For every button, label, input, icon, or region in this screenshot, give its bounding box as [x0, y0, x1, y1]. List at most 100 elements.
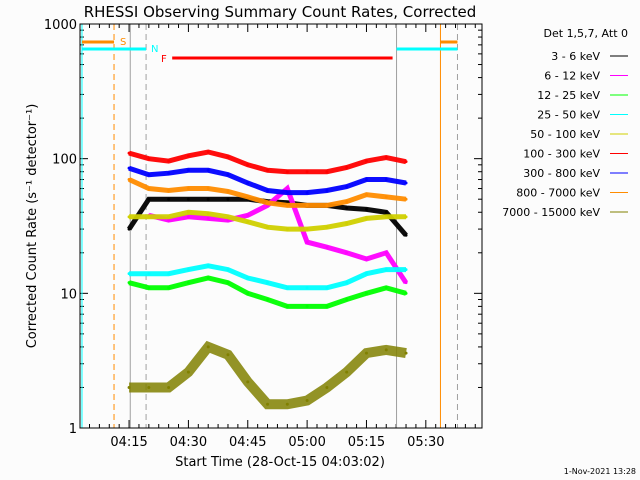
data-point: [127, 281, 131, 285]
x-tick-label: 04:15: [110, 435, 147, 450]
data-point: [186, 210, 190, 214]
data-point: [364, 159, 368, 163]
series-line: [129, 263, 406, 291]
data-point: [345, 165, 349, 169]
data-point: [246, 181, 250, 185]
data-point: [127, 166, 131, 170]
data-point: [226, 173, 230, 177]
data-point: [384, 348, 388, 352]
y-tick-label: 1: [69, 422, 77, 437]
data-point: [127, 151, 131, 155]
legend-label: 800 - 7000 keV: [516, 187, 600, 200]
data-point: [167, 189, 171, 193]
data-point: [325, 203, 329, 207]
legend-label: 6 - 12 keV: [544, 70, 600, 83]
data-point: [345, 222, 349, 226]
data-point: [186, 268, 190, 272]
data-point: [345, 297, 349, 301]
data-point: [404, 181, 408, 185]
data-point: [325, 385, 329, 389]
data-point: [305, 191, 309, 195]
data-point: [384, 210, 388, 214]
data-point: [167, 286, 171, 290]
data-point: [186, 281, 190, 285]
data-point: [246, 276, 250, 280]
data-point: [305, 399, 309, 403]
x-tick-label: 04:30: [170, 435, 207, 450]
data-point: [384, 286, 388, 290]
data-point: [246, 195, 250, 199]
data-point: [345, 185, 349, 189]
y-tick-label: 10: [60, 287, 77, 302]
data-point: [345, 281, 349, 285]
data-point: [305, 240, 309, 244]
data-point: [384, 215, 388, 219]
data-point: [147, 157, 151, 161]
data-point: [364, 193, 368, 197]
data-point: [206, 345, 210, 349]
data-point: [325, 245, 329, 249]
data-point: [285, 191, 289, 195]
data-point: [384, 178, 388, 182]
x-tick-label: 05:30: [407, 435, 444, 450]
data-point: [206, 216, 210, 220]
data-point: [404, 197, 408, 201]
data-point: [364, 351, 368, 355]
data-point: [167, 159, 171, 163]
plot-frame: [79, 23, 483, 429]
x-axis-label: Start Time (28-Oct-15 04:03:02): [175, 455, 385, 470]
data-point: [206, 168, 210, 172]
legend-label: 25 - 50 keV: [537, 109, 600, 122]
data-point: [147, 385, 151, 389]
legend-label: 7000 - 15000 keV: [502, 206, 600, 219]
data-point: [226, 197, 230, 201]
series-line: [148, 184, 409, 285]
data-point: [364, 207, 368, 211]
data-point: [285, 227, 289, 231]
data-point: [167, 272, 171, 276]
data-point: [266, 281, 270, 285]
data-point: [226, 190, 230, 194]
data-point: [384, 268, 388, 272]
data-point: [384, 251, 388, 255]
x-tick-label: 04:45: [229, 435, 266, 450]
y-axis-label: Corrected Count Rate (s⁻¹ detector⁻¹): [25, 104, 40, 349]
data-point: [285, 203, 289, 207]
data-point: [226, 215, 230, 219]
state-label-F: F: [161, 54, 167, 65]
data-point: [127, 227, 131, 231]
data-point: [345, 370, 349, 374]
legend-title: Det 1,5,7, Att 0: [544, 27, 628, 40]
data-point: [186, 154, 190, 158]
y-tick-label: 100: [52, 153, 77, 168]
data-point: [404, 351, 408, 355]
data-point: [285, 304, 289, 308]
data-point: [266, 201, 270, 205]
data-point: [147, 173, 151, 177]
data-point: [266, 225, 270, 229]
data-point: [147, 197, 151, 201]
data-point: [226, 281, 230, 285]
series-line: [128, 149, 407, 175]
data-point: [127, 385, 131, 389]
data-point: [266, 189, 270, 193]
data-point: [325, 286, 329, 290]
data-point: [364, 178, 368, 182]
data-point: [404, 233, 408, 237]
data-point: [384, 156, 388, 160]
data-point: [325, 170, 329, 174]
data-point: [167, 385, 171, 389]
data-point: [345, 251, 349, 255]
data-point: [325, 304, 329, 308]
data-point: [206, 212, 210, 216]
legend-label: 12 - 25 keV: [537, 89, 600, 102]
data-point: [206, 276, 210, 280]
series-line: [129, 340, 407, 410]
x-tick-label: 05:15: [348, 435, 385, 450]
data-point: [325, 189, 329, 193]
data-point: [167, 218, 171, 222]
data-point: [246, 220, 250, 224]
state-label-N: N: [151, 44, 158, 55]
data-point: [404, 281, 408, 285]
data-point: [167, 215, 171, 219]
